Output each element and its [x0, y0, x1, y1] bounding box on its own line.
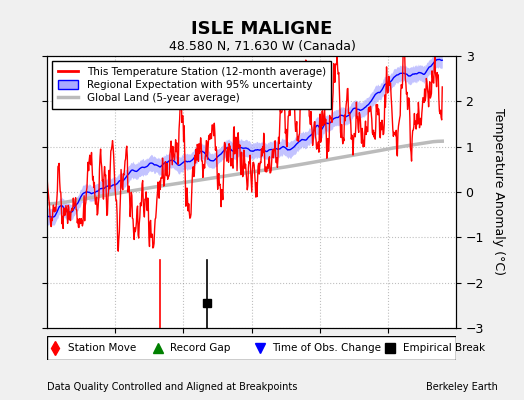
- Text: Record Gap: Record Gap: [170, 343, 230, 353]
- Text: Time of Obs. Change: Time of Obs. Change: [272, 343, 381, 353]
- Text: Berkeley Earth: Berkeley Earth: [426, 382, 498, 392]
- Text: Station Move: Station Move: [68, 343, 136, 353]
- Text: Data Quality Controlled and Aligned at Breakpoints: Data Quality Controlled and Aligned at B…: [47, 382, 298, 392]
- Text: Empirical Break: Empirical Break: [403, 343, 485, 353]
- Y-axis label: Temperature Anomaly (°C): Temperature Anomaly (°C): [492, 108, 505, 276]
- FancyBboxPatch shape: [47, 336, 456, 360]
- Legend: This Temperature Station (12-month average), Regional Expectation with 95% uncer: This Temperature Station (12-month avera…: [52, 61, 331, 108]
- Text: 48.580 N, 71.630 W (Canada): 48.580 N, 71.630 W (Canada): [169, 40, 355, 53]
- Text: ISLE MALIGNE: ISLE MALIGNE: [191, 20, 333, 38]
